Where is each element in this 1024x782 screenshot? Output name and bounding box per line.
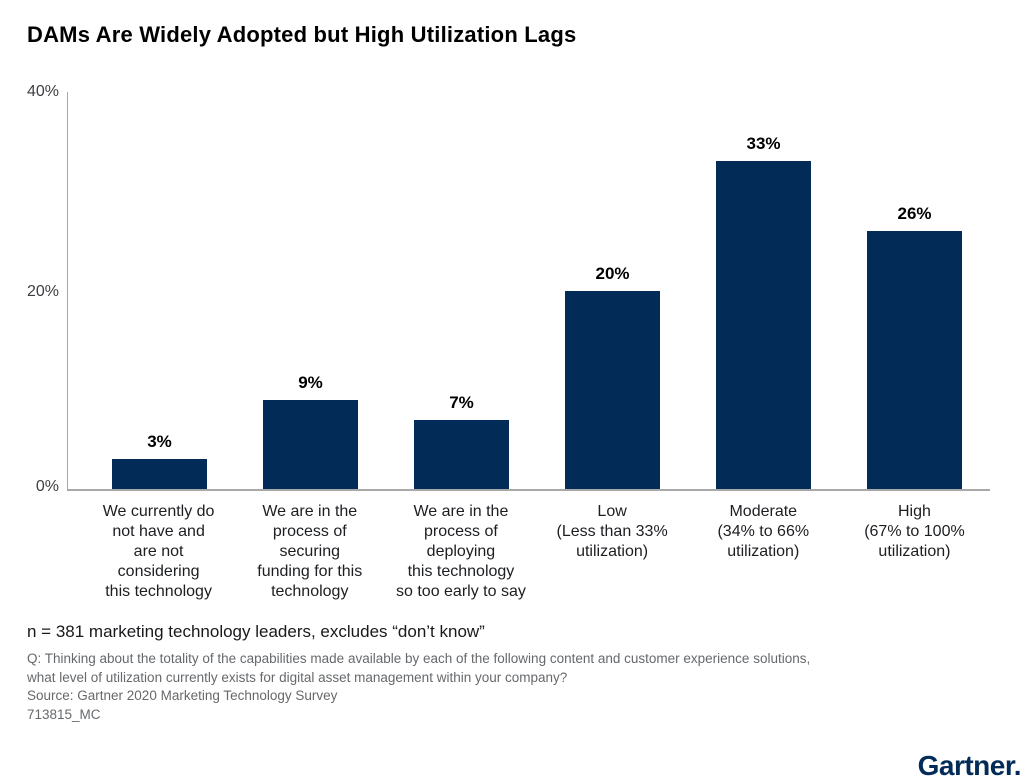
bar — [867, 230, 962, 489]
category-label: Low (Less than 33% utilization) — [556, 503, 668, 560]
bars-row: 3% 9% 7% 20% 33% 26% — [68, 92, 990, 489]
document-id: 713815_MC — [27, 706, 101, 722]
chart-title: DAMs Are Widely Adopted but High Utiliza… — [27, 22, 577, 47]
footer-notes: n = 381 marketing technology leaders, ex… — [27, 622, 987, 724]
bar-value-label: 20% — [595, 263, 630, 283]
bar — [112, 459, 207, 489]
category-label: We are in the process of deploying this … — [396, 503, 526, 600]
y-axis-tick-label: 0% — [35, 478, 59, 495]
y-axis-tick-label: 20% — [26, 282, 59, 300]
bar-slot: 20% — [537, 92, 688, 489]
x-axis-category-labels: We currently do not have and are not con… — [67, 502, 990, 602]
bar-slot: 33% — [688, 92, 839, 489]
bar — [565, 290, 660, 489]
bar-slot: 9% — [235, 92, 386, 489]
bar-value-label: 9% — [298, 372, 323, 392]
bar-slot: 26% — [839, 92, 990, 489]
y-axis-tick-label: 40% — [26, 83, 59, 100]
bar-chart-plot-area: 3% 9% 7% 20% 33% 26% — [67, 92, 990, 491]
bar-value-label: 3% — [147, 432, 172, 452]
category-label: Moderate (34% to 66% utilization) — [717, 503, 810, 560]
question-text: Q: Thinking about the totality of the ca… — [27, 651, 811, 685]
category-label: We currently do not have and are not con… — [102, 503, 215, 600]
bar-slot: 3% — [84, 92, 235, 489]
bar-value-label: 33% — [746, 134, 781, 154]
sample-size-note: n = 381 marketing technology leaders, ex… — [27, 622, 485, 641]
bar — [716, 161, 811, 489]
bar-slot: 7% — [386, 92, 537, 489]
gartner-logo: Gartner. — [917, 750, 1022, 781]
y-axis: 40% 20% 0% — [0, 83, 59, 495]
source-text: Source: Gartner 2020 Marketing Technolog… — [27, 688, 338, 703]
bar — [263, 399, 358, 489]
category-label: High (67% to 100% utilization) — [864, 503, 965, 560]
category-label: We are in the process of securing fundin… — [257, 503, 363, 600]
bar-value-label: 7% — [449, 392, 474, 412]
bar-value-label: 26% — [897, 203, 932, 223]
bar — [414, 419, 509, 489]
